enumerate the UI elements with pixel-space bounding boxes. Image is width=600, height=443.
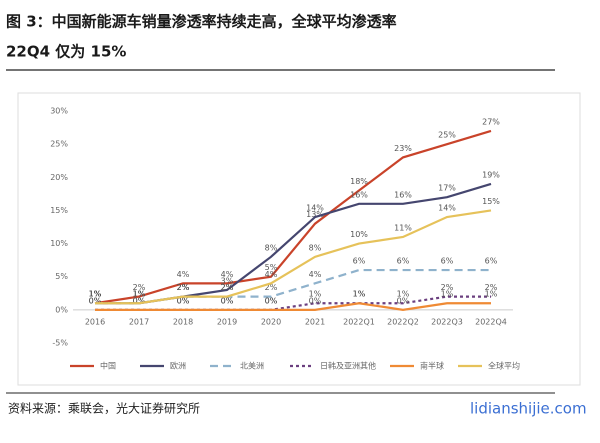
value-label: 0% — [309, 296, 322, 305]
value-label: 0% — [221, 296, 234, 305]
value-label: 1% — [89, 290, 102, 299]
value-label: 2% — [177, 283, 190, 292]
value-label: 6% — [441, 257, 454, 266]
value-label: 1% — [397, 290, 410, 299]
value-label: 2% — [177, 283, 190, 292]
value-label: 4% — [309, 270, 322, 279]
value-label: 2% — [221, 283, 234, 292]
y-tick-label: 0% — [55, 305, 68, 314]
y-tick-label: 25% — [50, 140, 68, 149]
legend-label: 日韩及亚洲其他 — [320, 361, 376, 371]
value-label: 19% — [482, 170, 500, 179]
value-label: 0% — [133, 296, 146, 305]
y-tick-label: 20% — [50, 173, 68, 182]
value-label: 18% — [350, 177, 368, 186]
y-tick-label: 30% — [50, 107, 68, 116]
y-tick-label: 10% — [50, 239, 68, 248]
series-line — [95, 302, 491, 311]
value-label: 2% — [177, 283, 190, 292]
value-label: 1% — [133, 290, 146, 299]
value-label: 0% — [133, 296, 146, 305]
legend-label: 南半球 — [420, 361, 444, 371]
value-label: 5% — [265, 263, 278, 272]
title-line: 图 3：中国新能源车销量渗透率持续走高，全球平均渗透率 — [6, 13, 397, 31]
value-label: 2% — [265, 283, 278, 292]
legend-label: 中国 — [100, 361, 116, 371]
value-label: 6% — [353, 257, 366, 266]
value-label: 1% — [89, 290, 102, 299]
value-label: 1% — [485, 290, 498, 299]
value-label: 2% — [133, 283, 146, 292]
x-tick-label: 2022Q2 — [387, 318, 419, 327]
series-line — [95, 182, 492, 305]
x-tick-label: 2018 — [173, 318, 193, 327]
value-label: 25% — [438, 131, 456, 140]
value-label: 1% — [133, 290, 146, 299]
x-tick-label: 2020 — [261, 318, 281, 327]
x-tick-label: 2022Q1 — [343, 318, 375, 327]
value-label: 2% — [221, 283, 234, 292]
value-label: 17% — [438, 184, 456, 193]
x-tick-label: 2022Q4 — [475, 318, 507, 327]
series-line — [95, 295, 491, 311]
value-label: 1% — [441, 290, 454, 299]
y-tick-label: 15% — [50, 206, 68, 215]
source: 资料来源：乘联会，光大证券研究所 — [8, 401, 200, 416]
value-label: 11% — [394, 223, 412, 232]
value-label: 8% — [265, 243, 278, 252]
value-label: 10% — [350, 230, 368, 239]
value-label: 1% — [353, 290, 366, 299]
value-label: 0% — [177, 296, 190, 305]
x-tick-label: 2019 — [217, 318, 237, 327]
value-label: 6% — [485, 257, 498, 266]
value-label: 1% — [89, 290, 102, 299]
legend-label: 欧洲 — [170, 361, 186, 371]
value-label: 13% — [306, 210, 324, 219]
watermark: lidianshijie.com — [470, 400, 587, 418]
value-label: 0% — [89, 296, 102, 305]
value-label: 6% — [397, 257, 410, 266]
value-label: 4% — [221, 270, 234, 279]
legend-label: 北美洲 — [240, 361, 264, 371]
x-tick-label: 2021 — [305, 318, 325, 327]
chart-frame — [17, 92, 581, 386]
value-label: 2% — [485, 283, 498, 292]
series-line — [94, 129, 492, 305]
value-label: 0% — [397, 296, 410, 305]
value-label: 15% — [482, 197, 500, 206]
value-label: 2% — [441, 283, 454, 292]
value-label: 3% — [221, 276, 234, 285]
value-label: 16% — [350, 190, 368, 199]
value-label: 4% — [265, 270, 278, 279]
value-label: 1% — [353, 290, 366, 299]
value-label: 0% — [177, 296, 190, 305]
value-label: 0% — [221, 296, 234, 305]
x-tick-label: 2017 — [129, 318, 149, 327]
plot: -5% 0% 5% 10% 15% 20% 25% 30% 2016 2017 2018 2019 20… — [50, 107, 520, 371]
y-tick-label: 5% — [55, 272, 68, 281]
value-label: 23% — [394, 144, 412, 153]
value-label: 1% — [89, 290, 102, 299]
series-line — [95, 209, 492, 305]
legend-label: 全球平均 — [488, 361, 520, 371]
x-tick-label: 2016 — [85, 318, 105, 327]
value-label: 14% — [438, 204, 456, 213]
value-label: 0% — [265, 296, 278, 305]
title-line: 22Q4 仅为 15% — [6, 43, 126, 61]
value-label: 0% — [89, 296, 102, 305]
y-tick-label: -5% — [52, 339, 68, 348]
value-label: 16% — [394, 190, 412, 199]
value-label: 1% — [309, 290, 322, 299]
value-label: 27% — [482, 117, 500, 126]
value-label: 4% — [177, 270, 190, 279]
value-label: 1% — [133, 290, 146, 299]
value-label: 14% — [306, 204, 324, 213]
value-label: 8% — [309, 243, 322, 252]
value-label: 0% — [265, 296, 278, 305]
x-tick-label: 2022Q3 — [431, 318, 463, 327]
